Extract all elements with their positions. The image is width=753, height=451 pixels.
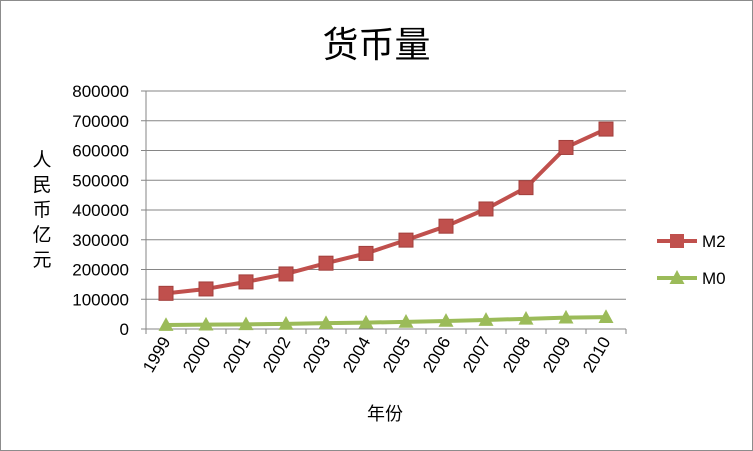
data-point-m2 xyxy=(158,285,174,301)
y-tick-label: 0 xyxy=(120,320,129,339)
y-axis-label: 人民币亿元 xyxy=(32,149,52,271)
x-tick-label: 2000 xyxy=(179,334,214,376)
data-point-m2 xyxy=(278,266,294,282)
y-tick-label: 200000 xyxy=(72,261,129,280)
y-tick-label: 700000 xyxy=(72,112,129,131)
x-tick-label: 2007 xyxy=(459,334,494,376)
y-tick-label: 400000 xyxy=(72,201,129,220)
data-point-m2 xyxy=(398,232,414,248)
x-tick-label: 2010 xyxy=(579,334,614,376)
x-axis-label: 年份 xyxy=(367,404,403,425)
legend-marker-m0 xyxy=(669,270,685,284)
chart-title: 货币量 xyxy=(322,25,431,66)
data-point-m0 xyxy=(198,316,214,331)
data-point-m2 xyxy=(358,245,374,261)
x-tick-label: 2005 xyxy=(379,334,414,376)
x-tick-label: 1999 xyxy=(139,334,174,376)
data-point-m2 xyxy=(558,139,574,155)
data-point-m0 xyxy=(478,312,494,326)
data-point-m0 xyxy=(518,311,534,325)
x-tick-label: 2004 xyxy=(339,334,374,376)
data-point-m2 xyxy=(238,274,254,290)
data-point-m0 xyxy=(438,313,454,327)
data-point-m0 xyxy=(318,315,334,329)
y-tick-label: 600000 xyxy=(72,142,129,161)
data-point-m0 xyxy=(598,309,614,323)
y-tick-label: 500000 xyxy=(72,171,129,190)
legend-label-m2: M2 xyxy=(702,232,726,251)
x-tick-label: 2006 xyxy=(419,334,454,376)
x-tick-label: 2003 xyxy=(299,334,334,376)
x-tick-label: 2008 xyxy=(499,334,534,376)
data-point-m0 xyxy=(398,314,414,328)
data-point-m2 xyxy=(518,180,534,196)
x-tick-label: 2002 xyxy=(259,334,294,376)
legend-label-m0: M0 xyxy=(702,269,726,288)
legend-marker-m2 xyxy=(670,234,684,248)
data-point-m2 xyxy=(478,201,494,217)
data-point-m0 xyxy=(558,309,574,324)
series-line-m0 xyxy=(165,315,607,327)
data-point-m2 xyxy=(438,218,454,234)
x-tick-label: 2009 xyxy=(539,334,574,376)
x-tick-label: 2001 xyxy=(219,334,254,376)
data-point-m2 xyxy=(598,121,614,137)
data-point-m0 xyxy=(238,316,254,331)
data-point-m0 xyxy=(158,317,174,331)
series-line-m2 xyxy=(165,127,607,296)
y-tick-label: 100000 xyxy=(72,290,129,309)
data-point-m2 xyxy=(198,281,214,297)
data-point-m2 xyxy=(318,255,334,271)
y-tick-label: 800000 xyxy=(72,82,129,101)
data-point-m0 xyxy=(358,314,374,329)
y-tick-label: 300000 xyxy=(72,231,129,250)
data-point-m0 xyxy=(278,316,294,330)
